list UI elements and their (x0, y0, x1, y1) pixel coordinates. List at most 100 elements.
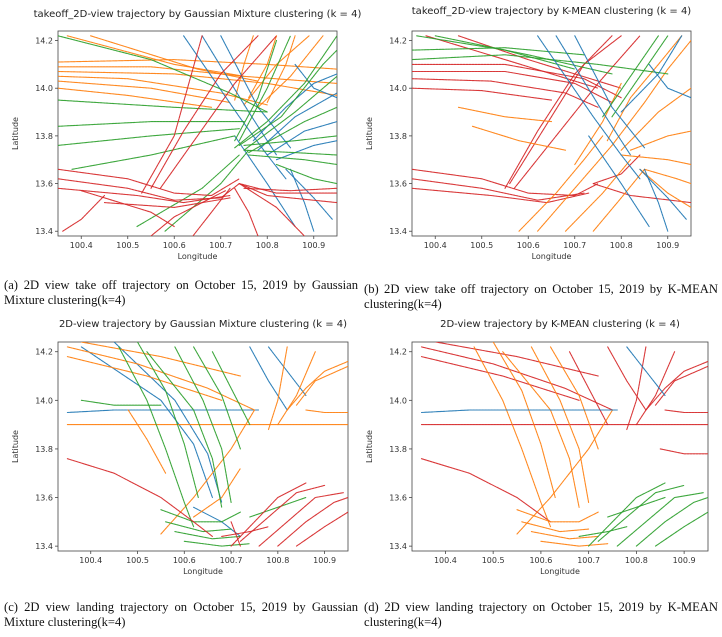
x-axis-label: Longitude (178, 252, 218, 261)
trajectory-line-orange (58, 80, 231, 104)
y-tick-label: 13.6 (35, 180, 53, 189)
x-tick-label: 100.4 (79, 556, 102, 565)
x-tick-label: 100.6 (529, 556, 552, 565)
y-tick-label: 14.2 (389, 37, 407, 46)
chart-panel-b: takeoff_2D-view trajectory by K-MEAN clu… (361, 0, 722, 272)
trajectory-line-blue (420, 409, 618, 414)
plot-area (57, 30, 338, 237)
trajectory-line-red (238, 183, 337, 194)
trajectory-line-red (58, 178, 240, 201)
chart-svg-d: 2D-view trajectory by K-MEAN clustering … (365, 319, 709, 576)
trajectory-line-blue (252, 73, 337, 142)
caption-a: (a) 2D view take off trajectory on Octob… (4, 278, 358, 307)
trajectory-line-orange (58, 70, 337, 96)
trajectory-line-orange (58, 59, 337, 70)
x-tick-label: 100.6 (163, 241, 186, 250)
y-tick-label: 13.8 (35, 445, 53, 454)
chart-svg-b: takeoff_2D-view trajectory by K-MEAN clu… (365, 6, 692, 261)
x-axis-label: Longitude (183, 567, 223, 576)
trajectory-line-orange (606, 35, 683, 142)
y-tick-label: 13.8 (389, 445, 407, 454)
x-tick-label: 100.5 (126, 556, 149, 565)
trajectory-line-blue (588, 135, 650, 228)
trajectory-line-blue (643, 168, 669, 232)
trajectory-line-red (238, 183, 305, 236)
trajectory-line-red (295, 511, 348, 547)
y-tick-label: 13.6 (35, 494, 53, 503)
trajectory-line-blue (113, 342, 223, 503)
trajectory-line-red (150, 35, 259, 189)
trajectory-line-orange (286, 360, 348, 411)
trajectory-line-red (420, 458, 552, 523)
trajectory-line-blue (639, 168, 687, 220)
trajectory-line-red (412, 87, 553, 101)
trajectory-line-blue (266, 121, 337, 156)
trajectory-line-red (103, 197, 231, 208)
trajectory-line-blue (620, 35, 683, 113)
trajectory-line-red (141, 35, 203, 194)
trajectory-line-red (635, 351, 676, 426)
trajectory-line-blue (626, 346, 666, 397)
chart-panel-a: takeoff_2D-view trajectory by Gaussian M… (0, 0, 361, 272)
x-tick-label: 100.7 (577, 556, 600, 565)
trajectory-line-green (183, 540, 251, 547)
trajectory-line-orange (277, 351, 316, 426)
trajectory-line-orange (457, 106, 553, 123)
trajectory-line-red (58, 187, 231, 204)
y-tick-label: 14.0 (35, 396, 53, 405)
chart-svg-c: 2D-view trajectory by Gaussian Mixture c… (11, 319, 349, 576)
trajectory-line-orange (305, 409, 348, 414)
trajectory-line-green (434, 35, 613, 75)
y-tick-label: 13.6 (389, 180, 407, 189)
trajectory-line-green (80, 399, 162, 406)
trajectory-line-blue (574, 35, 646, 149)
chart-title: 2D-view trajectory by K-MEAN clustering … (440, 319, 680, 330)
trajectory-line-red (412, 187, 590, 204)
trajectory-line-orange (540, 540, 609, 547)
trajectory-line-red (457, 35, 622, 89)
trajectory-line-orange (243, 35, 310, 106)
trajectory-line-green (248, 154, 337, 166)
trajectory-line-blue (275, 140, 337, 161)
trajectory-line-orange (492, 342, 556, 499)
trajectory-line-red (192, 187, 231, 236)
trajectory-line-orange (127, 409, 167, 474)
y-tick-label: 13.8 (389, 132, 407, 141)
trajectory-line-green (165, 521, 232, 533)
trajectory-line-orange (502, 351, 580, 508)
trajectory-line-orange (267, 346, 288, 431)
trajectory-line-orange (471, 125, 567, 151)
trajectory-line-green (238, 35, 292, 142)
trajectory-line-orange (66, 356, 223, 401)
trajectory-line-red (277, 496, 348, 547)
trajectory-line-green (654, 511, 708, 547)
trajectory-line-red (645, 360, 708, 411)
trajectory-line-red (509, 35, 622, 185)
trajectory-line-red (664, 409, 708, 414)
trajectory-line-orange (66, 35, 245, 77)
x-tick-label: 100.8 (610, 241, 633, 250)
plot-area (411, 341, 709, 552)
trajectory-line-green (234, 35, 337, 149)
trajectory-line-red (568, 351, 609, 426)
trajectory-line-orange (620, 154, 691, 166)
x-tick-label: 100.9 (673, 556, 696, 565)
x-tick-label: 100.6 (173, 556, 196, 565)
trajectory-line-red (239, 484, 326, 542)
trajectory-line-blue (66, 409, 260, 414)
x-tick-label: 100.7 (220, 556, 243, 565)
trajectory-line-green (607, 496, 666, 518)
trajectory-line-red (659, 448, 708, 455)
trajectory-line-green (174, 346, 232, 503)
x-tick-label: 100.4 (434, 556, 457, 565)
trajectory-line-orange (193, 467, 241, 518)
x-tick-label: 100.5 (116, 241, 139, 250)
x-tick-label: 100.5 (470, 241, 493, 250)
trajectory-line-orange (234, 35, 254, 101)
y-tick-label: 13.4 (35, 227, 53, 236)
x-tick-label: 100.4 (424, 241, 447, 250)
trajectory-line-orange (80, 342, 241, 377)
trajectory-line-orange (564, 159, 632, 232)
trajectory-line-red (62, 194, 106, 232)
trajectory-line-red (607, 346, 647, 411)
